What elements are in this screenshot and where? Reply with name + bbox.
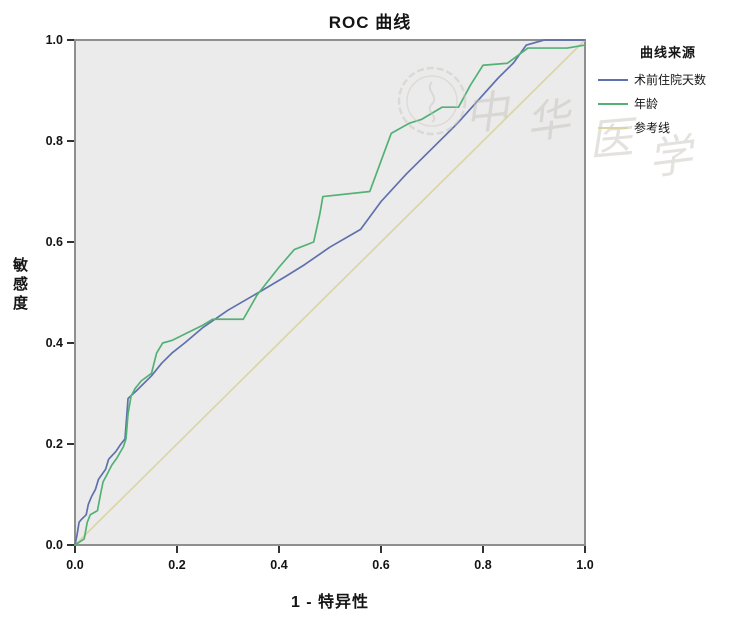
roc-curve-age (74, 44, 586, 546)
watermark: 中华医学 (397, 66, 700, 185)
watermark-seal-outer (397, 66, 467, 136)
legend-item-preop-days: 术前住院天数 (598, 71, 738, 88)
legend: 曲线来源 术前住院天数 年龄 参考线 (598, 42, 738, 136)
watermark-text: 学 (645, 130, 700, 185)
legend-item-label: 术前住院天数 (634, 73, 707, 87)
y-tick-label: 0.0 (46, 538, 63, 552)
x-axis-label: 1 - 特异性 (290, 594, 370, 611)
legend-item-age: 年龄 (598, 95, 738, 112)
chart-title: ROC 曲线 (328, 13, 412, 32)
y-tick-label: 0.2 (46, 437, 63, 451)
y-tick-label: 1.0 (46, 33, 63, 47)
x-tick-label: 0.8 (474, 558, 491, 572)
x-tick-label: 0.2 (168, 558, 185, 572)
y-axis-label: 敏感度 (12, 257, 28, 312)
x-tick-label: 0.0 (66, 558, 83, 572)
legend-title: 曲线来源 (639, 45, 696, 60)
x-tick-label: 1.0 (576, 558, 593, 572)
legend-item-label: 参考线 (634, 121, 671, 135)
y-tick-label: 0.6 (46, 235, 63, 249)
x-tick-label: 0.4 (270, 558, 287, 572)
roc-curve-preop-days (74, 39, 586, 546)
y-tick-label: 0.4 (46, 336, 63, 350)
watermark-seal-inner (406, 75, 458, 127)
reference-line-swatch (598, 126, 628, 129)
watermark-seal-emblem (428, 81, 436, 123)
x-tick-label: 0.6 (372, 558, 389, 572)
roc-curve-reference (74, 39, 586, 546)
watermark-text: 中 (462, 87, 514, 141)
legend-item-label: 年龄 (634, 97, 659, 111)
legend-item-reference: 参考线 (598, 119, 738, 136)
preop-days-line-swatch (598, 78, 628, 81)
age-line-swatch (598, 102, 628, 105)
y-tick-label: 0.8 (46, 134, 63, 148)
